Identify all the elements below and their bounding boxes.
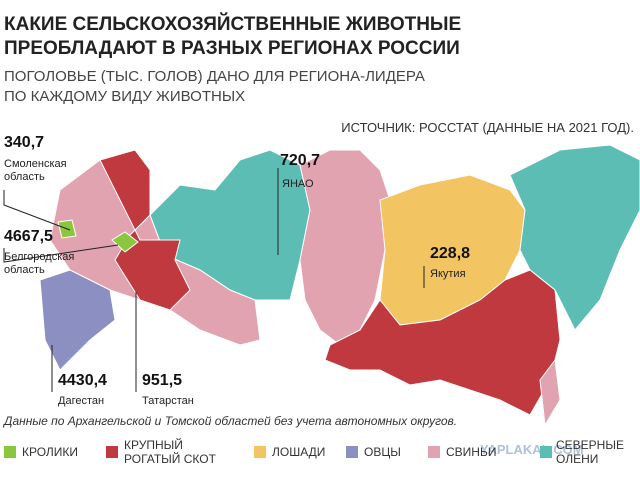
callout-label: ЯНАО	[282, 178, 314, 190]
legend-label: КРОЛИКИ	[22, 445, 79, 459]
title-line: КАКИЕ СЕЛЬСКОХОЗЯЙСТВЕННЫЕ ЖИВОТНЫЕ	[4, 14, 462, 35]
legend-label: СВИНЬИ	[446, 445, 497, 459]
legend-label: ЛОШАДИ	[272, 445, 326, 459]
legend-swatch	[346, 446, 358, 458]
leader-line	[3, 190, 71, 231]
region-rabbits-belgorod	[111, 231, 139, 253]
callout-value: 4667,5	[4, 228, 53, 245]
title-line: ПРЕОБЛАДАЮТ В РАЗНЫХ РЕГИОНАХ РОССИИ	[4, 38, 460, 59]
callout-value: 228,8	[430, 245, 471, 262]
region-sheep-south	[39, 269, 116, 371]
callout-value: 720,7	[280, 152, 321, 169]
watermark: YAPLAKAL.COM	[480, 442, 584, 457]
callout-label: область	[4, 171, 45, 183]
legend-label: РОГАТЫЙ СКОТ	[124, 452, 216, 466]
leader-line	[3, 244, 119, 263]
callout-label: Смоленская	[4, 158, 67, 170]
subtitle-line: ПОГОЛОВЬЕ (ТЫС. ГОЛОВ) ДАНО ДЛЯ РЕГИОНА-…	[4, 68, 425, 85]
callout-value: 951,5	[142, 372, 183, 389]
legend-swatch	[106, 446, 118, 458]
region-cattle-west	[99, 149, 191, 311]
callout-value: 340,7	[4, 134, 45, 151]
callout-label: Якутия	[430, 268, 466, 280]
callout-label: Дагестан	[58, 395, 105, 407]
legend-label: СЕВЕРНЫЕ	[556, 438, 624, 452]
callout-label: область	[4, 264, 45, 276]
legend-swatch	[540, 446, 552, 458]
callout-label: Белгородская	[4, 251, 75, 263]
note: Данные по Архангельской и Томской област…	[4, 414, 458, 428]
region-pigs-sakhalin	[539, 358, 561, 427]
legend-swatch	[4, 446, 16, 458]
region-reindeer-east	[509, 144, 640, 331]
legend-swatch	[254, 446, 266, 458]
callout-value: 4430,4	[58, 372, 107, 389]
legend-label: ОВЦЫ	[364, 445, 401, 459]
legend-label: ОЛЕНИ	[556, 452, 599, 466]
legend-swatch	[428, 446, 440, 458]
subtitle-line: ПО КАЖДОМУ ВИДУ ЖИВОТНЫХ	[4, 88, 246, 105]
source: ИСТОЧНИК: РОССТАТ (ДАННЫЕ НА 2021 ГОД).	[341, 120, 634, 135]
legend-label: КРУПНЫЙ	[124, 438, 183, 452]
region-pigs-krasnoyarsk	[299, 149, 391, 346]
callout-label: Татарстан	[142, 395, 194, 407]
